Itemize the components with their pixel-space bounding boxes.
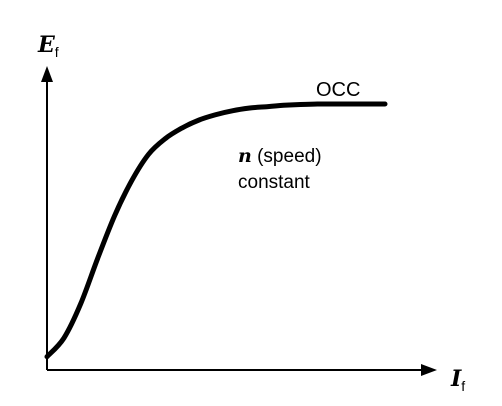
occ-curve bbox=[44, 101, 388, 360]
x-axis-label: If bbox=[450, 366, 465, 394]
condition-rest: (speed) bbox=[257, 146, 321, 167]
condition-var: n bbox=[238, 145, 252, 167]
axes bbox=[41, 66, 437, 376]
y-axis-label-subscript: f bbox=[55, 44, 59, 60]
y-axis-label-main: E bbox=[37, 32, 56, 58]
x-axis-label-subscript: f bbox=[461, 378, 465, 394]
y-axis-label: Ef bbox=[37, 32, 59, 60]
condition-label-line1: n (speed) bbox=[238, 145, 322, 167]
x-axis-arrow bbox=[421, 364, 437, 376]
y-axis-arrow bbox=[41, 66, 53, 82]
condition-label-line2: constant bbox=[238, 172, 311, 193]
x-axis-label-main: I bbox=[450, 366, 462, 392]
curve-layer bbox=[44, 101, 388, 360]
curve-label: OCC bbox=[316, 79, 360, 101]
